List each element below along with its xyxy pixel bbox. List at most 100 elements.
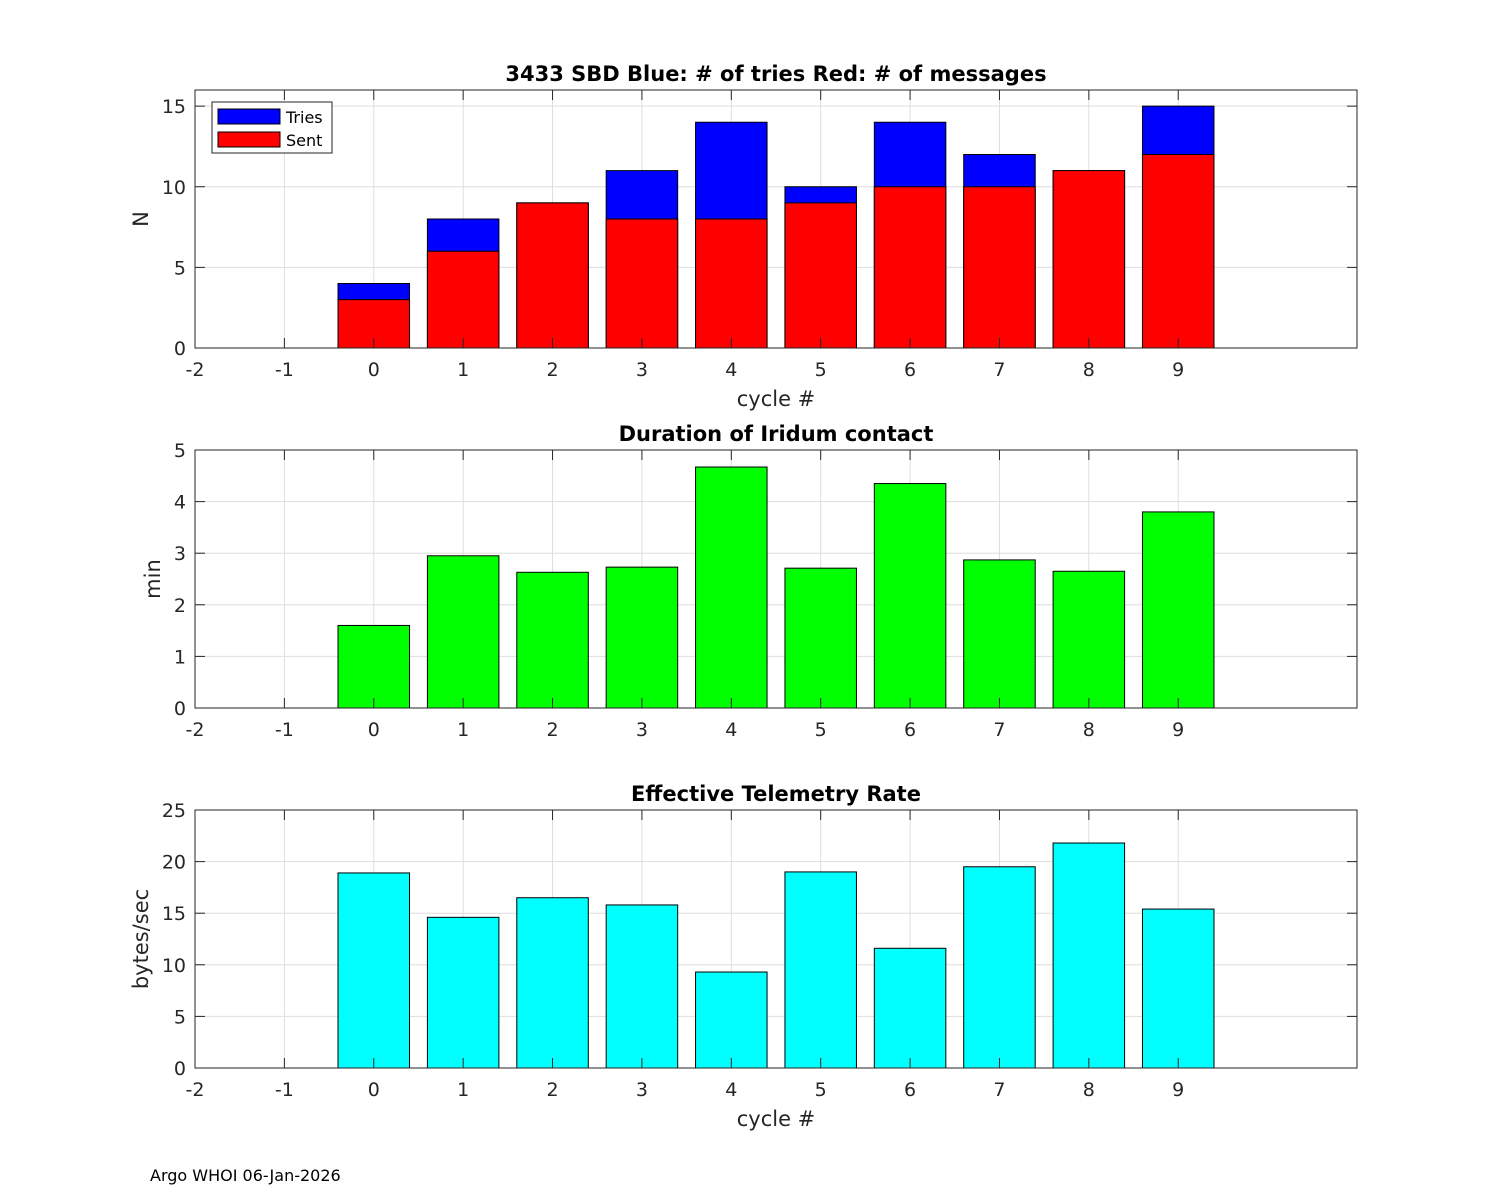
x-tick-label: -1 <box>275 719 294 741</box>
y-tick-label: 10 <box>162 955 186 977</box>
bar-rate-cycle-1 <box>426 916 500 1069</box>
y-tick-label: 4 <box>174 492 186 514</box>
x-tick-label: 9 <box>1172 359 1184 381</box>
bar-sent-cycle-4 <box>695 218 768 349</box>
x-tick-label: 2 <box>546 1079 558 1101</box>
y-tick-label: 5 <box>174 257 186 279</box>
x-tick-label: 1 <box>457 359 469 381</box>
x-tick-label: 7 <box>993 1079 1005 1101</box>
x-tick-label: 6 <box>904 719 916 741</box>
bar-sent-cycle-5 <box>784 202 857 349</box>
bar-sent-cycle-9 <box>1141 154 1215 349</box>
y-tick-label: 25 <box>162 800 186 822</box>
legend-swatch-tries <box>217 108 281 125</box>
y-tick-label: 5 <box>174 440 186 462</box>
x-tick-label: -2 <box>186 719 205 741</box>
x-tick-label: 9 <box>1172 719 1184 741</box>
chart-panel-3: -2 -1 0 1 2 3 4 5 6 7 8 9 0 5 10 15 20 25 Effective Teleme… <box>129 782 1358 1131</box>
bar-duration-cycle-5 <box>784 567 857 709</box>
x-tick-label: 4 <box>725 719 737 741</box>
y-axis-label: bytes/sec <box>129 889 153 989</box>
x-tick-label: 8 <box>1083 1079 1095 1101</box>
x-tick-label: 5 <box>815 359 827 381</box>
bar-sent-cycle-2 <box>516 202 589 349</box>
x-tick-label: -1 <box>275 1079 294 1101</box>
bar-sent-cycle-6 <box>873 186 947 349</box>
x-tick-label: 8 <box>1083 359 1095 381</box>
bar-rate-cycle-7 <box>963 866 1036 1069</box>
y-tick-label: 20 <box>162 852 186 874</box>
bar-rate-cycle-0 <box>337 872 411 1069</box>
y-tick-label: 15 <box>162 96 186 118</box>
legend-label-tries: Tries <box>285 108 323 127</box>
y-axis-label: N <box>129 211 153 227</box>
axes-box <box>194 449 1358 709</box>
bar-rate-cycle-9 <box>1141 908 1215 1069</box>
x-tick-label: 8 <box>1083 719 1095 741</box>
x-tick-label: 3 <box>636 359 648 381</box>
y-tick-label: 2 <box>174 595 186 617</box>
bar-duration-cycle-2 <box>516 571 589 709</box>
y-tick-label: 5 <box>174 1006 186 1028</box>
bar-sent-cycle-1 <box>426 250 500 349</box>
chart-title: Duration of Iridum contact <box>619 422 934 446</box>
x-tick-label: 4 <box>725 359 737 381</box>
legend-label-sent: Sent <box>286 131 322 150</box>
x-axis-label: cycle # <box>737 387 816 411</box>
x-tick-label: 4 <box>725 1079 737 1101</box>
x-tick-label: 7 <box>993 359 1005 381</box>
y-tick-label: 15 <box>162 903 186 925</box>
bar-rate-cycle-3 <box>605 904 679 1069</box>
legend-swatch-sent <box>217 131 281 148</box>
y-axis-label: min <box>141 559 165 599</box>
y-tick-label: 10 <box>162 177 186 199</box>
bar-duration-cycle-4 <box>695 466 768 709</box>
bar-rate-cycle-8 <box>1052 842 1126 1069</box>
x-axis-label: cycle # <box>737 1107 816 1131</box>
y-tick-label: 0 <box>174 338 186 360</box>
legend: Tries Sent <box>211 101 333 154</box>
x-tick-label: -2 <box>186 359 205 381</box>
y-tick-label: 0 <box>174 698 186 720</box>
x-tick-label: 0 <box>368 719 380 741</box>
chart-panel-2: -2 -1 0 1 2 3 4 5 6 7 8 9 0 1 2 3 4 5 Duration of Iridum c… <box>141 422 1358 741</box>
bar-duration-cycle-3 <box>605 566 679 709</box>
x-tick-label: 1 <box>457 1079 469 1101</box>
bar-duration-cycle-8 <box>1052 570 1126 709</box>
x-tick-label: 9 <box>1172 1079 1184 1101</box>
bar-duration-cycle-0 <box>337 624 411 709</box>
x-tick-label: 0 <box>368 359 380 381</box>
x-tick-label: 5 <box>815 719 827 741</box>
axes-box <box>194 809 1358 1069</box>
footer-label: Argo WHOI 06-Jan-2026 <box>150 1166 341 1185</box>
bar-rate-cycle-4 <box>695 971 768 1069</box>
bar-rate-cycle-5 <box>784 871 857 1069</box>
x-tick-label: 7 <box>993 719 1005 741</box>
bar-duration-cycle-9 <box>1141 511 1215 709</box>
y-tick-label: 3 <box>174 543 186 565</box>
bar-rate-cycle-6 <box>873 947 947 1069</box>
bar-rate-cycle-2 <box>516 897 589 1069</box>
x-tick-label: 6 <box>904 1079 916 1101</box>
bar-duration-cycle-7 <box>963 559 1036 709</box>
axes-box <box>194 89 1358 349</box>
x-tick-label: 6 <box>904 359 916 381</box>
y-tick-label: 0 <box>174 1058 186 1080</box>
chart-title: 3433 SBD Blue: # of tries Red: # of mess… <box>505 62 1046 86</box>
bar-duration-cycle-6 <box>873 483 947 709</box>
x-tick-label: 2 <box>546 359 558 381</box>
x-tick-label: 5 <box>815 1079 827 1101</box>
x-tick-label: 2 <box>546 719 558 741</box>
x-tick-label: 1 <box>457 719 469 741</box>
x-tick-label: 3 <box>636 719 648 741</box>
bar-sent-cycle-7 <box>963 186 1036 349</box>
bar-duration-cycle-1 <box>426 555 500 709</box>
x-tick-label: 0 <box>368 1079 380 1101</box>
chart-title: Effective Telemetry Rate <box>631 782 921 806</box>
bar-sent-cycle-8 <box>1052 170 1126 349</box>
bar-sent-cycle-3 <box>605 218 679 349</box>
x-tick-label: -1 <box>275 359 294 381</box>
chart-panel-1: -2 -1 0 1 2 3 4 5 6 7 8 9 0 5 10 15 3433 SBD Blue: # of … <box>129 62 1358 411</box>
y-tick-label: 1 <box>174 646 186 668</box>
